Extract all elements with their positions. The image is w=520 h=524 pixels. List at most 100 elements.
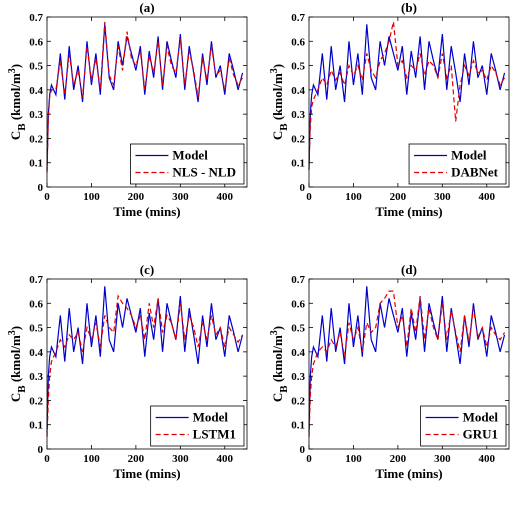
y-tick-label: 0.7 (291, 12, 305, 24)
series-line (308, 21, 506, 163)
legend: Model NLS - NLD (130, 143, 245, 185)
legend: Model DABNet (408, 143, 507, 185)
y-axis-label: CB (kmol/m3) (7, 326, 28, 402)
x-tick-label: 100 (345, 191, 362, 203)
y-axis-label-part: C (270, 393, 285, 402)
x-axis-label: Time (mins) (375, 204, 442, 219)
y-tick-label: 0.5 (291, 323, 305, 335)
y-axis-label-part: B (16, 385, 28, 393)
y-axis-label: CB (kmol/m3) (269, 64, 290, 140)
x-tick-label: 400 (217, 191, 234, 203)
y-tick-label: 0.5 (29, 61, 43, 73)
y-axis-label-part: 3 (7, 68, 18, 73)
axes-frame (308, 278, 510, 450)
y-axis-label-part: B (16, 123, 28, 131)
y-tick-label: 0.3 (291, 109, 305, 121)
legend-label: Model (172, 148, 208, 163)
legend-label: LSTM1 (193, 427, 236, 442)
y-axis-label-part: (kmol/m (8, 73, 23, 123)
y-axis-label-part: B (278, 123, 290, 131)
y-axis-label-part: ) (8, 64, 23, 68)
y-tick-label: 0.5 (29, 323, 43, 335)
x-tick-label: 100 (345, 453, 362, 465)
x-tick-label: 0 (306, 453, 312, 465)
y-axis-label-part: ) (270, 64, 285, 68)
series-line (46, 294, 244, 437)
y-axis-label-part: ) (8, 326, 23, 330)
y-tick-label: 0.3 (29, 109, 43, 121)
series-line (308, 290, 506, 437)
y-tick-label: 0.4 (29, 85, 43, 97)
y-tick-label: 0.5 (291, 61, 305, 73)
y-axis-label: CB (kmol/m3) (269, 326, 290, 402)
y-tick-label: 0.2 (29, 133, 43, 145)
x-tick-label: 0 (44, 453, 50, 465)
y-axis-label-part: C (8, 131, 23, 140)
legend-box (408, 143, 507, 185)
x-tick-label: 300 (434, 453, 451, 465)
y-tick-label: 0 (300, 182, 306, 194)
y-tick-label: 0.2 (291, 133, 305, 145)
y-tick-label: 0.1 (291, 158, 305, 170)
subplot: 0 100 200 300 400 0 0.1 0.2 0.3 0.4 0.5 0.6 0.7 (c) Ti… (7, 262, 248, 481)
legend-label: Model (463, 410, 499, 425)
y-tick-label: 0.6 (29, 298, 43, 310)
series-line (46, 21, 244, 173)
legend-label: NLS - NLD (172, 165, 236, 180)
y-axis-label-part: 3 (269, 330, 280, 335)
y-tick-label: 0.6 (29, 36, 43, 48)
x-tick-label: 0 (44, 191, 50, 203)
legend-label: GRU1 (463, 427, 498, 442)
chart-title: (d) (401, 262, 417, 277)
legend: Model LSTM1 (150, 405, 245, 447)
x-tick-label: 200 (390, 453, 407, 465)
y-tick-label: 0.7 (29, 12, 43, 24)
x-axis-label: Time (mins) (113, 466, 180, 481)
x-tick-label: 0 (306, 191, 312, 203)
y-tick-label: 0.7 (291, 274, 305, 286)
legend: Model GRU1 (420, 405, 507, 447)
legend-label: Model (451, 148, 487, 163)
y-tick-label: 0 (38, 182, 44, 194)
y-tick-label: 0.1 (29, 158, 43, 170)
legend-box (130, 143, 245, 185)
y-axis-label-part: (kmol/m (8, 335, 23, 385)
axes-frame (46, 278, 248, 450)
axes-frame (46, 16, 248, 188)
y-tick-label: 0.1 (291, 420, 305, 432)
y-tick-label: 0.6 (291, 298, 305, 310)
legend-box (420, 405, 507, 447)
x-tick-label: 200 (128, 453, 145, 465)
y-axis-label-part: C (8, 393, 23, 402)
y-tick-label: 0.4 (29, 347, 43, 359)
x-axis-label: Time (mins) (113, 204, 180, 219)
y-tick-label: 0 (300, 444, 306, 456)
x-tick-label: 300 (172, 191, 189, 203)
chart-title: (b) (401, 0, 417, 15)
y-axis-label-part: B (278, 385, 290, 393)
y-axis-label-part: (kmol/m (270, 335, 285, 385)
subplot: 0 100 200 300 400 0 0.1 0.2 0.3 0.4 0.5 0.6 0.7 (d) Ti… (269, 262, 510, 481)
y-tick-label: 0.3 (29, 371, 43, 383)
y-tick-label: 0.7 (29, 274, 43, 286)
x-tick-label: 300 (434, 191, 451, 203)
x-axis-label: Time (mins) (375, 466, 442, 481)
y-axis-label-part: C (270, 131, 285, 140)
x-tick-label: 300 (172, 453, 189, 465)
y-axis-label: CB (kmol/m3) (7, 64, 28, 140)
legend-label: DABNet (451, 165, 499, 180)
chart-title: (a) (139, 0, 154, 15)
y-axis-label-part: ) (270, 326, 285, 330)
chart-title: (c) (140, 262, 154, 277)
y-tick-label: 0.4 (291, 347, 305, 359)
x-tick-label: 400 (479, 191, 496, 203)
x-tick-label: 400 (479, 453, 496, 465)
subplot: 0 100 200 300 400 0 0.1 0.2 0.3 0.4 0.5 0.6 0.7 (a) Ti… (7, 0, 248, 219)
y-axis-label-part: 3 (269, 68, 280, 73)
y-tick-label: 0.4 (291, 85, 305, 97)
y-tick-label: 0.6 (291, 36, 305, 48)
y-tick-label: 0.1 (29, 420, 43, 432)
y-tick-label: 0.2 (291, 395, 305, 407)
x-tick-label: 400 (217, 453, 234, 465)
